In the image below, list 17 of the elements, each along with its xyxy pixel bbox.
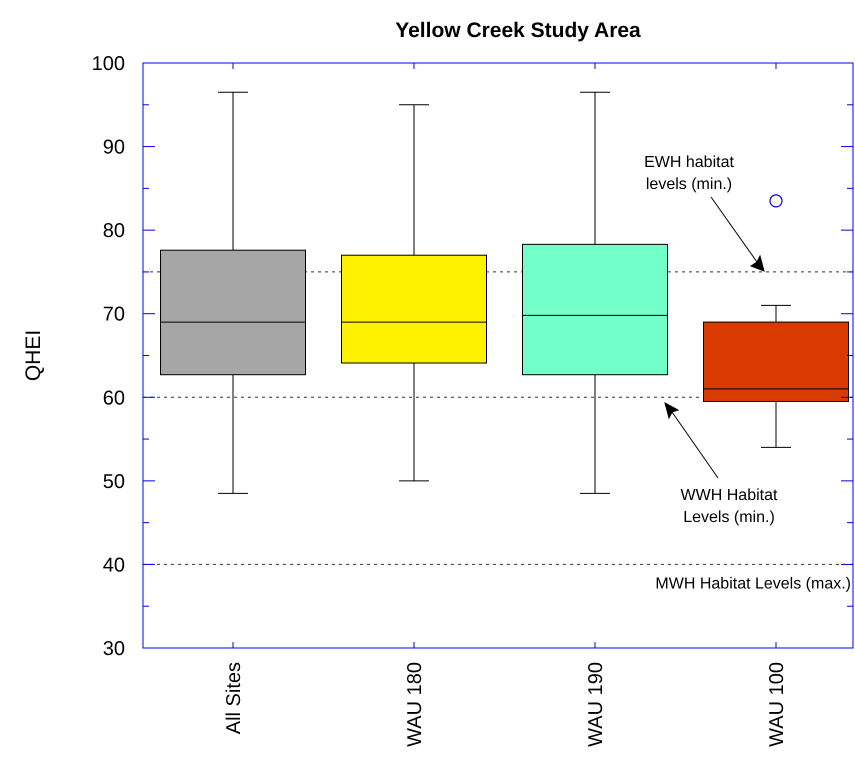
y-axis-title: QHEI bbox=[22, 330, 45, 382]
y-tick-label: 100 bbox=[92, 53, 125, 75]
ref-line-label: MWH Habitat Levels (max.) bbox=[655, 575, 851, 592]
annotation: WWH Habitat Levels (min.) bbox=[680, 487, 778, 526]
y-tick-label: 30 bbox=[102, 638, 125, 660]
y-tick-label: 40 bbox=[102, 554, 125, 576]
y-tick-label: 90 bbox=[102, 136, 125, 159]
x-tick-label: WAU 180 bbox=[404, 662, 426, 747]
x-tick-label: WAU 100 bbox=[766, 662, 788, 747]
annotation: EWH habitat levels (min.) bbox=[644, 154, 734, 193]
y-tick-label: 80 bbox=[102, 220, 125, 242]
chart-title: Yellow Creek Study Area bbox=[395, 19, 642, 42]
y-tick-label: 70 bbox=[102, 304, 125, 326]
x-tick-label: All Sites bbox=[223, 662, 245, 734]
x-tick-label: WAU 190 bbox=[585, 662, 607, 747]
y-tick-label: 50 bbox=[102, 470, 125, 493]
y-tick-label: 60 bbox=[102, 387, 125, 410]
